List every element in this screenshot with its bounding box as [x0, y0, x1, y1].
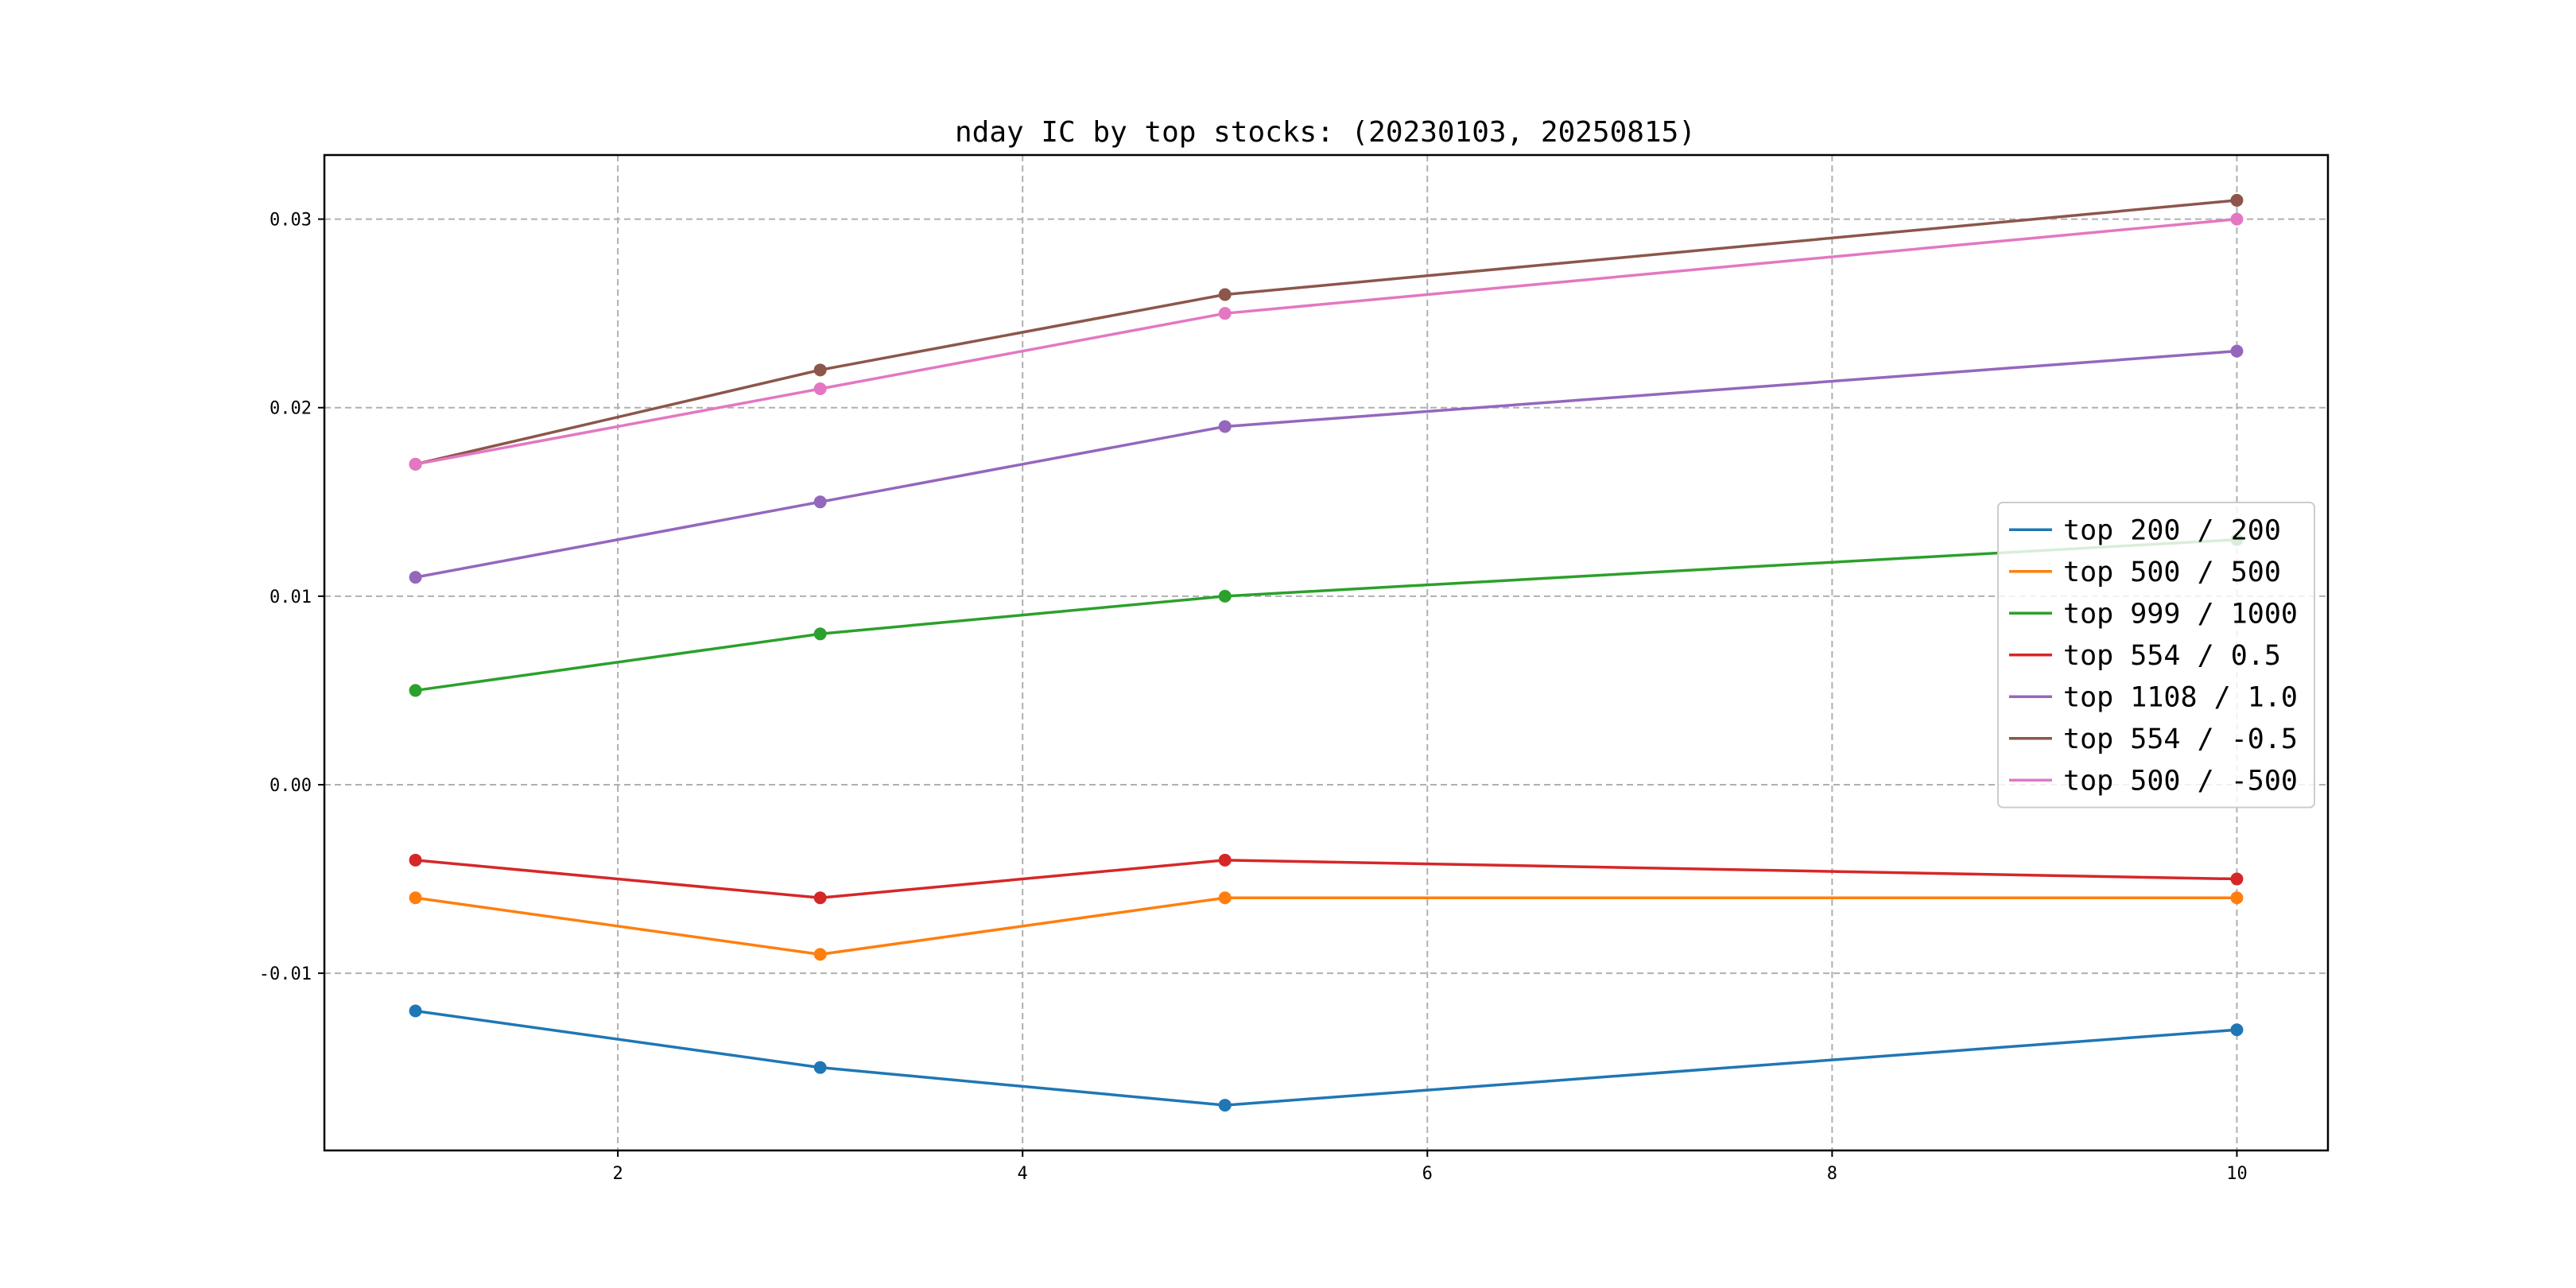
data-point	[813, 948, 827, 961]
legend-item: top 500 / -500	[2009, 765, 2298, 797]
data-point	[409, 684, 422, 697]
series-line	[415, 349, 2237, 579]
legend-label: top 500 / -500	[2063, 765, 2298, 797]
y-axis-ticks: -0.01 0.00 0.01 0.02 0.03	[259, 211, 324, 984]
legend-label: top 500 / 500	[2063, 557, 2281, 588]
legend-label: top 999 / 1000	[2063, 598, 2298, 630]
series-7	[409, 212, 2244, 471]
data-point	[2230, 212, 2244, 226]
data-point	[813, 495, 827, 509]
data-point	[813, 382, 827, 396]
legend-label: top 554 / -0.5	[2063, 724, 2298, 755]
series-line	[415, 896, 2237, 956]
data-point	[409, 853, 422, 867]
legend-item: top 1108 / 1.0	[2009, 681, 2298, 713]
chart-title: nday IC by top stocks: (20230103, 202508…	[955, 116, 1696, 149]
data-point	[2230, 872, 2244, 886]
legend-item: top 554 / -0.5	[2009, 724, 2298, 755]
data-point	[409, 1004, 422, 1018]
data-point	[409, 571, 422, 584]
legend-item: top 200 / 200	[2009, 514, 2281, 546]
series-4	[409, 853, 2244, 905]
legend-item: top 500 / 500	[2009, 557, 2281, 588]
data-point	[813, 891, 827, 905]
data-point	[813, 363, 827, 377]
legend-label: top 200 / 200	[2063, 514, 2281, 546]
legend-item: top 554 / 0.5	[2009, 640, 2281, 672]
legend-label: top 1108 / 1.0	[2063, 681, 2298, 713]
x-tick-label: 4	[1018, 1164, 1028, 1184]
y-tick-label: 0.00	[270, 776, 312, 796]
data-point	[813, 627, 827, 641]
legend-item: top 999 / 1000	[2009, 598, 2298, 630]
data-point	[1218, 891, 1232, 905]
x-tick-label: 6	[1422, 1164, 1433, 1184]
data-point	[409, 457, 422, 471]
y-tick-label: 0.02	[270, 399, 312, 419]
data-point	[1218, 288, 1232, 301]
series-line	[415, 537, 2237, 692]
series-2	[409, 891, 2244, 961]
data-point	[1218, 589, 1232, 603]
axes-frame	[323, 153, 2330, 1152]
legend-label: top 554 / 0.5	[2063, 640, 2281, 672]
series-1	[409, 1004, 2244, 1112]
x-tick-label: 2	[612, 1164, 623, 1184]
series-3	[409, 533, 2244, 697]
data-point	[2230, 193, 2244, 207]
y-tick-label: 0.03	[270, 211, 312, 231]
y-tick-label: 0.01	[270, 588, 312, 607]
data-point	[1218, 307, 1232, 320]
data-point	[409, 891, 422, 905]
series-line	[415, 217, 2237, 466]
data-point	[1218, 420, 1232, 433]
series-line	[415, 199, 2237, 466]
series-lines	[409, 193, 2244, 1112]
data-point	[2230, 891, 2244, 905]
data-point	[2230, 344, 2244, 358]
data-point	[2230, 1023, 2244, 1037]
x-tick-label: 10	[2226, 1164, 2248, 1184]
series-6	[409, 193, 2244, 471]
legend: top 200 / 200 top 500 / 500 top 999 / 1000…	[1997, 502, 2315, 809]
legend-box	[1997, 502, 2315, 809]
data-point	[813, 1061, 827, 1074]
data-point	[1218, 853, 1232, 867]
x-tick-label: 8	[1827, 1164, 1837, 1184]
y-tick-label: -0.01	[259, 964, 312, 984]
series-line	[415, 859, 2237, 900]
x-axis-ticks: 2 4 6 8 10	[612, 1150, 2248, 1184]
series-5	[409, 344, 2244, 584]
series-line	[415, 1009, 2237, 1107]
data-point	[1218, 1099, 1232, 1112]
